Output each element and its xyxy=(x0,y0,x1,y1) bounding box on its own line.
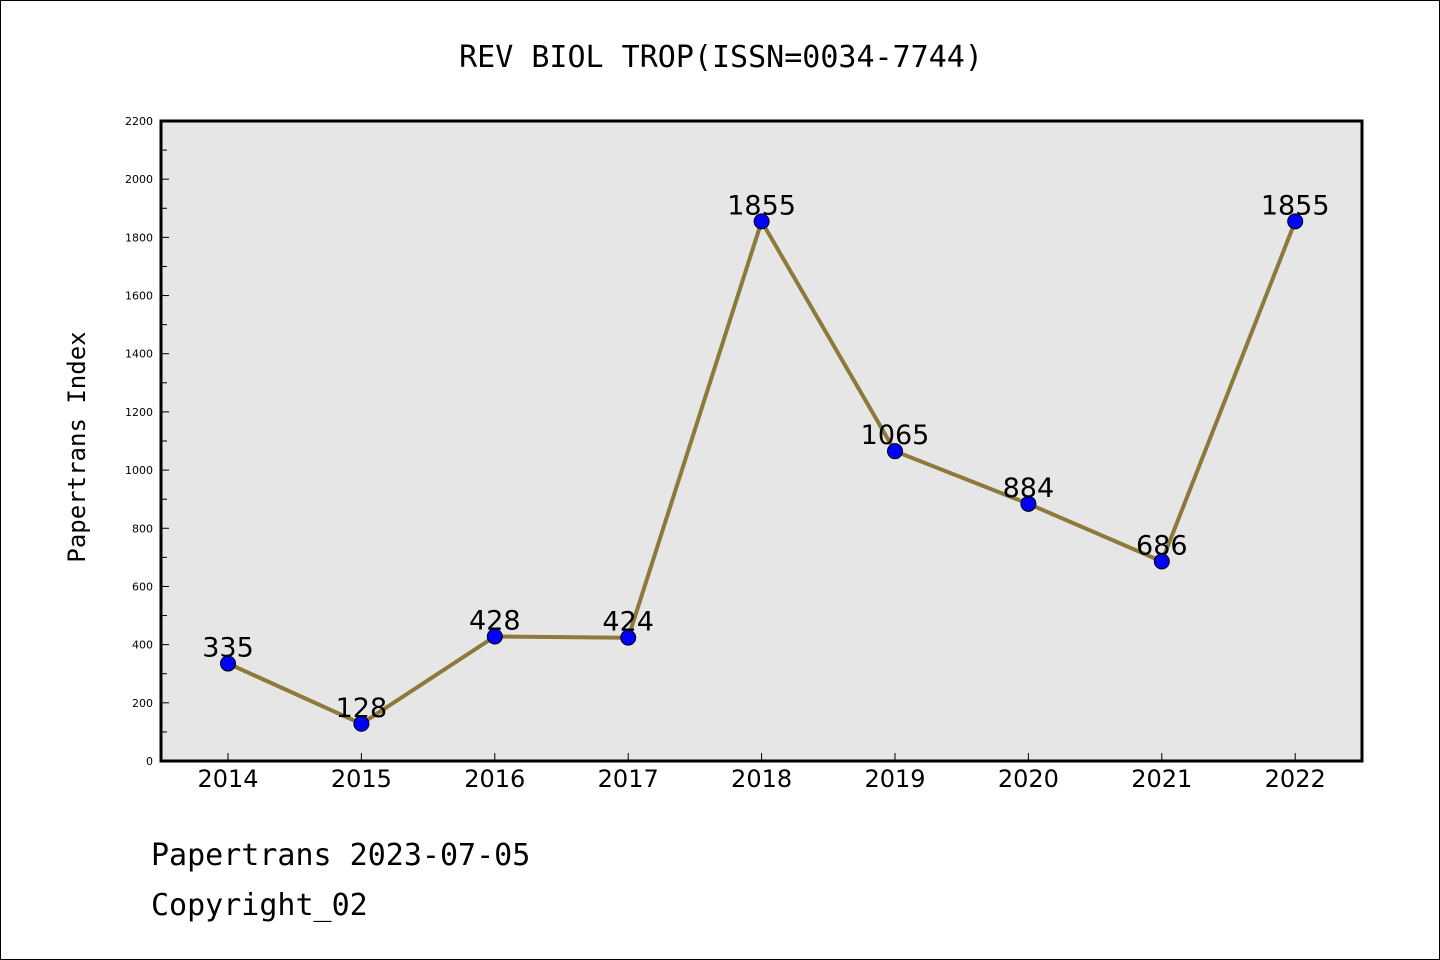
series-layer xyxy=(220,213,1304,732)
data-label: 1855 xyxy=(727,190,796,221)
x-tick-label: 2019 xyxy=(864,765,925,793)
y-tick-label: 2200 xyxy=(125,115,153,128)
x-axis-ticks: 2014 2015 2016 2017 2018 2019 2020 2021 2022 xyxy=(197,753,1326,793)
footer-date: Papertrans 2023-07-05 xyxy=(151,838,530,873)
data-point xyxy=(220,655,236,672)
y-tick-label: 1800 xyxy=(125,231,153,244)
data-label: 335 xyxy=(202,633,254,664)
y-axis-label: Papertrans Index xyxy=(63,331,91,562)
data-label: 428 xyxy=(469,605,521,636)
y-tick-label: 600 xyxy=(132,580,153,593)
data-label: 424 xyxy=(602,607,654,638)
data-point xyxy=(1020,495,1037,512)
data-point xyxy=(353,715,370,732)
data-label: 128 xyxy=(336,693,388,724)
y-tick-label: 1600 xyxy=(125,290,153,303)
chart-title: REV BIOL TROP(ISSN=0034-7744) xyxy=(459,40,983,75)
y-tick-label: 1200 xyxy=(125,406,153,419)
y-tick-label: 800 xyxy=(132,522,153,535)
x-tick-label: 2016 xyxy=(464,765,525,793)
data-point xyxy=(1287,213,1304,230)
footer-copyright: Copyright_02 xyxy=(151,888,368,923)
data-point xyxy=(753,213,770,230)
plot-frame xyxy=(159,119,1364,763)
y-tick-label: 0 xyxy=(146,755,153,768)
x-tick-label: 2017 xyxy=(598,765,659,793)
y-tick-label: 1000 xyxy=(125,464,153,477)
data-point xyxy=(887,443,903,460)
data-label: 686 xyxy=(1136,530,1188,561)
data-label: 1855 xyxy=(1261,190,1330,221)
data-point xyxy=(486,628,503,645)
data-labels: 335 128 428 424 1855 1065 884 686 1855 xyxy=(202,190,1329,723)
y-tick-label: 2000 xyxy=(125,173,153,186)
x-tick-label: 2022 xyxy=(1265,765,1326,793)
data-point xyxy=(1153,553,1170,570)
x-tick-label: 2015 xyxy=(331,765,392,793)
y-tick-label: 1400 xyxy=(125,348,153,361)
data-label: 884 xyxy=(1003,473,1055,504)
data-label: 1065 xyxy=(861,420,930,451)
x-tick-label: 2021 xyxy=(1131,765,1192,793)
data-point xyxy=(620,629,637,646)
y-tick-label: 400 xyxy=(132,639,153,652)
y-tick-label: 200 xyxy=(132,697,153,710)
x-tick-label: 2020 xyxy=(998,765,1059,793)
x-tick-label: 2014 xyxy=(197,765,258,793)
x-tick-label: 2018 xyxy=(731,765,792,793)
